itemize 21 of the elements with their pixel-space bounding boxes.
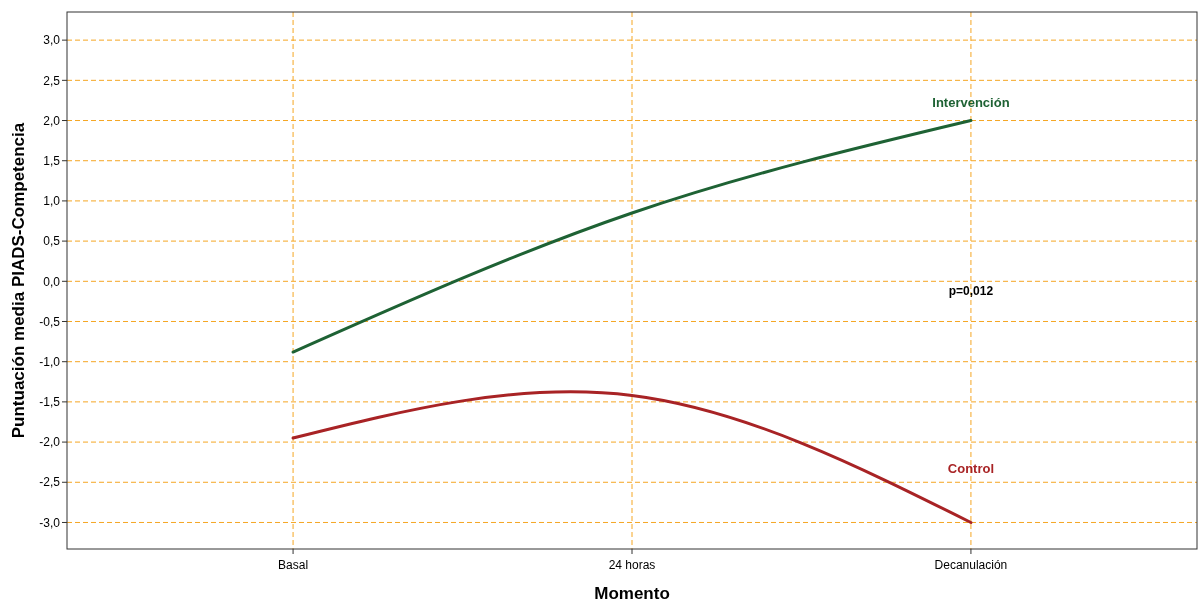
- y-tick-label: 0,5: [43, 234, 61, 249]
- y-tick-label: 0,0: [43, 274, 61, 289]
- y-tick-label: -2,0: [39, 435, 61, 450]
- x-tick-label: Decanulación: [934, 558, 1008, 572]
- y-tick-label: -3,0: [39, 515, 61, 530]
- y-tick-label: 1,5: [43, 153, 61, 168]
- annotation: p=0,012: [948, 283, 994, 298]
- x-tick-label: 24 horas: [608, 558, 656, 572]
- y-tick-label: 2,5: [43, 73, 61, 88]
- y-tick-label: -1,5: [39, 395, 61, 410]
- y-tick-label: 2,0: [43, 113, 61, 128]
- x-axis-title: Momento: [594, 584, 670, 603]
- y-axis-title: Puntuación media PIADS-Competencia: [9, 122, 28, 439]
- text: Control: [947, 461, 995, 477]
- series-label: Intervención: [932, 94, 1010, 110]
- y-tick-label: 3,0: [43, 33, 61, 48]
- y-tick-label: 1,0: [43, 194, 61, 209]
- y-tick-label: -1,0: [39, 354, 61, 369]
- y-tick-label: -0,5: [39, 314, 61, 329]
- y-tick-label: -2,5: [39, 475, 61, 490]
- x-tick-label: Basal: [278, 558, 309, 572]
